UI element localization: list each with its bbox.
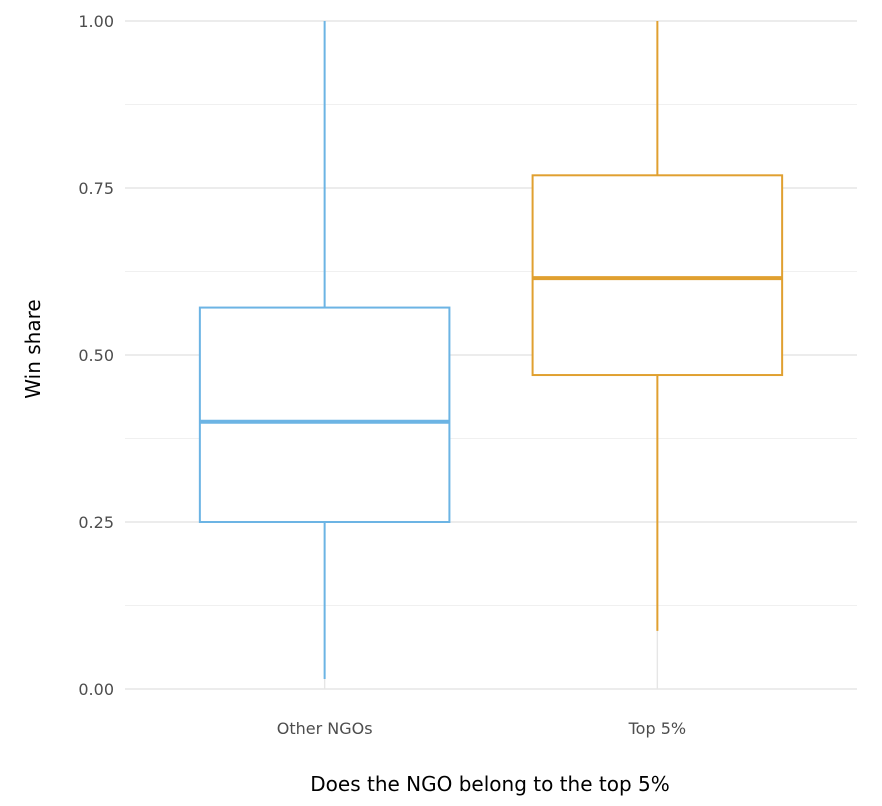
y-tick-label: 1.00 [78,12,114,31]
y-tick-label: 0.25 [78,513,114,532]
y-tick-label: 0.50 [78,346,114,365]
box-body [531,174,784,377]
box-series [198,21,784,679]
tick-labels: 0.00 0.25 0.50 0.75 1.00 Other NGOs Top 5% [78,12,686,738]
box-body [198,306,451,523]
box-2 [531,21,784,631]
y-axis-title: Win share [21,299,45,398]
x-tick-label: Other NGOs [277,719,373,738]
x-tick-label: Top 5% [628,719,686,738]
y-tick-label: 0.00 [78,680,114,699]
box-1 [198,21,451,679]
x-axis-title: Does the NGO belong to the top 5% [310,772,669,796]
y-tick-label: 0.75 [78,179,114,198]
